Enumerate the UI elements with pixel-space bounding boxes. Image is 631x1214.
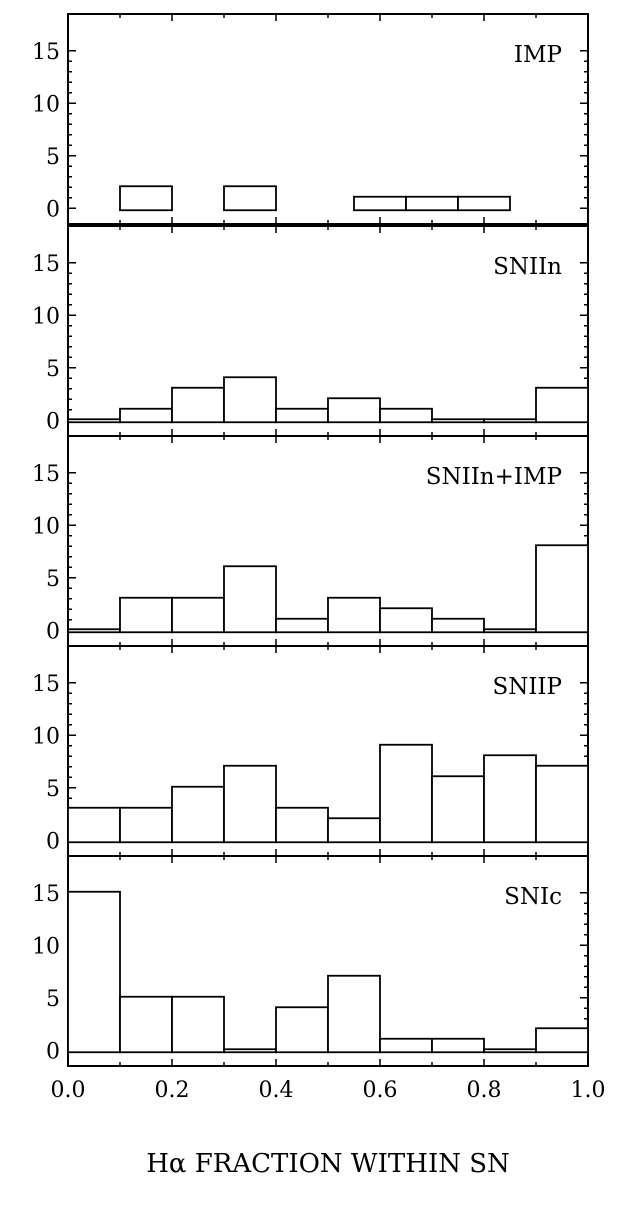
histogram-bar — [405, 195, 459, 212]
y-tick-label: 5 — [46, 357, 60, 382]
y-tick-label: 5 — [46, 987, 60, 1012]
histogram-bar — [223, 565, 277, 634]
y-tick-label: 5 — [46, 567, 60, 592]
panel-label: IMP — [514, 42, 562, 68]
histogram-bar — [327, 817, 381, 844]
x-tick-label: 0.6 — [363, 1078, 398, 1103]
histogram-bar — [431, 775, 485, 844]
histogram-bar — [535, 1027, 589, 1054]
y-tick-label: 15 — [32, 252, 60, 277]
histogram-bar — [379, 743, 433, 844]
histogram-bar — [171, 785, 225, 844]
histogram-bar — [119, 806, 173, 844]
histogram-bar — [171, 596, 225, 634]
y-tick-label: 0 — [46, 197, 60, 222]
y-tick-label: 5 — [46, 777, 60, 802]
y-tick-label: 15 — [32, 40, 60, 65]
y-tick-label: 0 — [46, 829, 60, 854]
y-tick-label: 10 — [32, 304, 60, 329]
y-tick-label: 5 — [46, 145, 60, 170]
histogram-bar — [119, 596, 173, 634]
y-tick-label: 15 — [32, 672, 60, 697]
x-tick-label: 0.0 — [51, 1078, 86, 1103]
histogram-bar — [223, 376, 277, 424]
x-tick-label: 1.0 — [571, 1078, 606, 1103]
y-tick-label: 15 — [32, 882, 60, 907]
histogram-bar — [327, 397, 381, 424]
histogram-bar — [67, 628, 121, 634]
histogram-bar — [67, 806, 121, 844]
histogram-bar — [379, 607, 433, 634]
histogram-bar — [483, 628, 537, 634]
histogram-bar — [67, 890, 121, 1054]
y-tick-label: 0 — [46, 619, 60, 644]
y-tick-label: 10 — [32, 724, 60, 749]
histogram-bar — [483, 754, 537, 844]
histogram-bar — [119, 407, 173, 424]
histogram-bar — [431, 1037, 485, 1054]
histogram-bar — [275, 806, 329, 844]
x-tick-label: 0.4 — [259, 1078, 294, 1103]
histogram-bar — [457, 195, 511, 212]
x-tick-label: 0.8 — [467, 1078, 502, 1103]
histogram-bar — [67, 418, 121, 424]
histogram-bar — [223, 764, 277, 844]
histogram-bar — [379, 1037, 433, 1054]
histogram-bar — [353, 195, 407, 212]
panel-label: SNIc — [504, 884, 562, 910]
panel-label: SNIIn — [493, 254, 562, 280]
histogram-bar — [171, 386, 225, 424]
panel-label: SNIIn+IMP — [426, 464, 562, 490]
histogram-bar — [327, 974, 381, 1054]
y-tick-label: 15 — [32, 462, 60, 487]
x-tick-label: 0.2 — [155, 1078, 190, 1103]
histogram-bar — [535, 764, 589, 844]
histogram-bar — [379, 407, 433, 424]
histogram-bar — [223, 185, 277, 212]
histogram-bar — [535, 386, 589, 424]
histogram-bar — [483, 1048, 537, 1054]
histogram-bar — [327, 596, 381, 634]
histogram-bar — [535, 544, 589, 634]
histogram-bar — [431, 418, 485, 424]
y-tick-label: 10 — [32, 514, 60, 539]
y-tick-label: 10 — [32, 92, 60, 117]
y-tick-label: 0 — [46, 1039, 60, 1064]
histogram-bar — [223, 1048, 277, 1054]
histogram-bar — [275, 617, 329, 634]
x-axis-label: Hα FRACTION WITHIN SN — [146, 1149, 510, 1179]
histogram-bar — [119, 995, 173, 1054]
histogram-bar — [483, 418, 537, 424]
histogram-bar — [275, 1006, 329, 1054]
histogram-bar — [119, 185, 173, 212]
panel-label: SNIIP — [492, 674, 562, 700]
histogram-bar — [431, 617, 485, 634]
y-tick-label: 10 — [32, 934, 60, 959]
histogram-bar — [275, 407, 329, 424]
y-tick-label: 0 — [46, 409, 60, 434]
histogram-bar — [171, 995, 225, 1054]
